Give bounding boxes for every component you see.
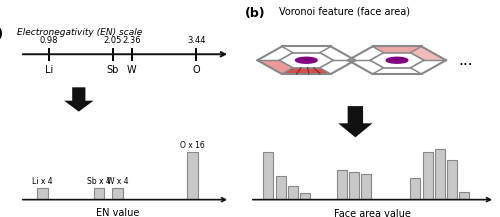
- Bar: [188, 152, 198, 200]
- Bar: [410, 178, 420, 200]
- Text: W x 4: W x 4: [106, 177, 128, 186]
- Bar: [337, 170, 347, 200]
- Bar: [264, 152, 274, 200]
- Bar: [422, 152, 432, 200]
- Polygon shape: [338, 106, 372, 137]
- Bar: [38, 188, 48, 200]
- Text: Li: Li: [44, 65, 53, 75]
- Text: Sb: Sb: [107, 65, 119, 75]
- Bar: [288, 186, 298, 200]
- Text: O: O: [192, 65, 200, 75]
- Text: 2.36: 2.36: [122, 36, 141, 45]
- Text: 2.05: 2.05: [104, 36, 122, 45]
- Bar: [94, 188, 104, 200]
- Bar: [349, 172, 359, 200]
- Polygon shape: [258, 60, 293, 74]
- Bar: [447, 160, 457, 200]
- Text: 3.44: 3.44: [187, 36, 206, 45]
- Text: Sb x 4: Sb x 4: [87, 177, 110, 186]
- Text: Face area value: Face area value: [334, 209, 411, 217]
- Text: (b): (b): [245, 7, 266, 20]
- Polygon shape: [410, 46, 446, 60]
- Bar: [362, 174, 372, 200]
- Polygon shape: [282, 68, 331, 74]
- Text: ...: ...: [458, 53, 473, 68]
- Polygon shape: [64, 87, 94, 112]
- Text: Li x 4: Li x 4: [32, 177, 53, 186]
- Text: (a): (a): [0, 28, 4, 41]
- Bar: [460, 192, 469, 200]
- Text: W: W: [127, 65, 136, 75]
- Polygon shape: [372, 46, 422, 53]
- Bar: [276, 176, 285, 200]
- Polygon shape: [296, 57, 317, 63]
- Text: 0.98: 0.98: [40, 36, 58, 45]
- Polygon shape: [386, 57, 408, 63]
- Bar: [300, 193, 310, 200]
- Text: EN value: EN value: [96, 208, 139, 217]
- Text: Electronegativity (EN) scale: Electronegativity (EN) scale: [17, 28, 142, 37]
- Text: Voronoi feature (face area): Voronoi feature (face area): [280, 7, 410, 17]
- Bar: [112, 188, 122, 200]
- Bar: [435, 149, 445, 200]
- Text: O x 16: O x 16: [180, 141, 205, 150]
